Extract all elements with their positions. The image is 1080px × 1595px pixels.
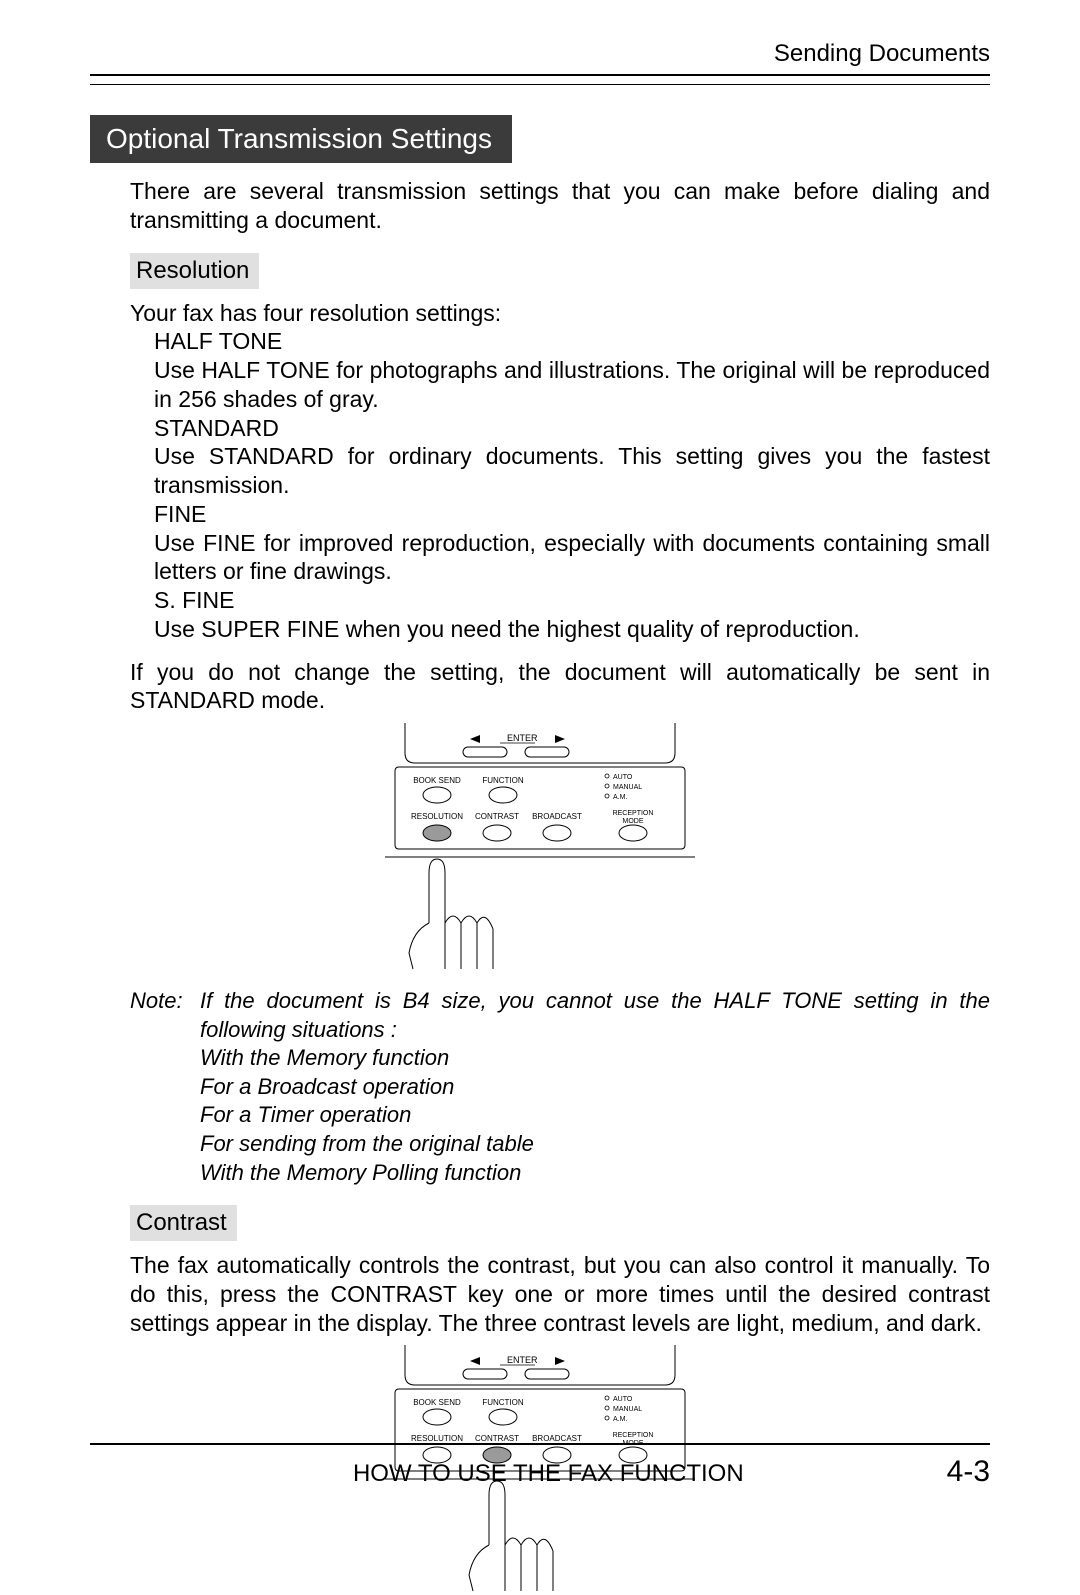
svg-text:AUTO: AUTO <box>613 774 633 781</box>
note-sub-1: For a Broadcast operation <box>200 1073 990 1102</box>
svg-text:BOOK SEND: BOOK SEND <box>413 776 461 785</box>
mode-desc-0: Use HALF TONE for photographs and illust… <box>154 356 990 414</box>
control-panel-diagram-resolution: ENTER BOOK SEND FUNCTION AUTO MANUAL A.M. RESO… <box>385 723 695 973</box>
header-rule-mid <box>90 84 990 85</box>
contrast-body: The fax automatically controls the contr… <box>130 1251 990 1337</box>
mode-name-0: HALF TONE <box>154 327 990 356</box>
mode-desc-1: Use STANDARD for ordinary documents. Thi… <box>154 442 990 500</box>
svg-text:MANUAL: MANUAL <box>613 1406 642 1413</box>
svg-text:MANUAL: MANUAL <box>613 784 642 791</box>
svg-text:A.M.: A.M. <box>613 794 627 801</box>
section-intro: There are several transmission settings … <box>130 177 990 235</box>
note-sub-4: With the Memory Polling function <box>200 1159 990 1188</box>
mode-name-1: STANDARD <box>154 414 990 443</box>
note-block: Note: If the document is B4 size, you ca… <box>130 987 990 1187</box>
note-label: Note: <box>130 987 200 1044</box>
section-heading: Optional Transmission Settings <box>90 115 512 163</box>
panel-wrap-1: ENTER BOOK SEND FUNCTION AUTO MANUAL A.M. RESO… <box>90 723 990 973</box>
note-sub-2: For a Timer operation <box>200 1101 990 1130</box>
svg-text:FUNCTION: FUNCTION <box>482 776 524 785</box>
mode-name-3: S. FINE <box>154 586 990 615</box>
svg-text:ENTER: ENTER <box>507 1355 538 1365</box>
header-rule-top <box>90 74 990 76</box>
note-sub-0: With the Memory function <box>200 1044 990 1073</box>
mode-name-2: FINE <box>154 500 990 529</box>
header-chapter: Sending Documents <box>90 40 990 68</box>
mode-desc-2: Use FINE for improved reproduction, espe… <box>154 529 990 587</box>
page: Sending Documents Optional Transmission … <box>0 0 1080 1529</box>
svg-text:RESOLUTION: RESOLUTION <box>411 812 463 821</box>
footer: HOW TO USE THE FAX FUNCTION 4-3 <box>90 1443 990 1489</box>
resolution-post: If you do not change the setting, the do… <box>130 658 990 716</box>
resolution-heading: Resolution <box>130 253 259 289</box>
svg-text:RECEPTION: RECEPTION <box>613 1432 654 1439</box>
mode-desc-3: Use SUPER FINE when you need the highest… <box>154 615 990 644</box>
svg-text:FUNCTION: FUNCTION <box>482 1398 524 1407</box>
footer-rule <box>90 1443 990 1445</box>
svg-text:CONTRAST: CONTRAST <box>475 812 519 821</box>
note-sub-3: For sending from the original table <box>200 1130 990 1159</box>
resolution-block: Your fax has four resolution settings: H… <box>130 299 990 644</box>
footer-center: HOW TO USE THE FAX FUNCTION <box>150 1460 947 1488</box>
svg-text:BROADCAST: BROADCAST <box>532 812 582 821</box>
svg-text:RECEPTION: RECEPTION <box>613 810 654 817</box>
contrast-heading: Contrast <box>130 1205 237 1241</box>
resolution-intro: Your fax has four resolution settings: <box>130 299 990 328</box>
svg-text:AUTO: AUTO <box>613 1396 633 1403</box>
svg-text:MODE: MODE <box>623 818 644 825</box>
svg-text:ENTER: ENTER <box>507 733 538 743</box>
note-line1: If the document is B4 size, you cannot u… <box>200 987 990 1044</box>
svg-text:BOOK SEND: BOOK SEND <box>413 1398 461 1407</box>
footer-page: 4-3 <box>947 1455 990 1489</box>
svg-text:A.M.: A.M. <box>613 1416 627 1423</box>
